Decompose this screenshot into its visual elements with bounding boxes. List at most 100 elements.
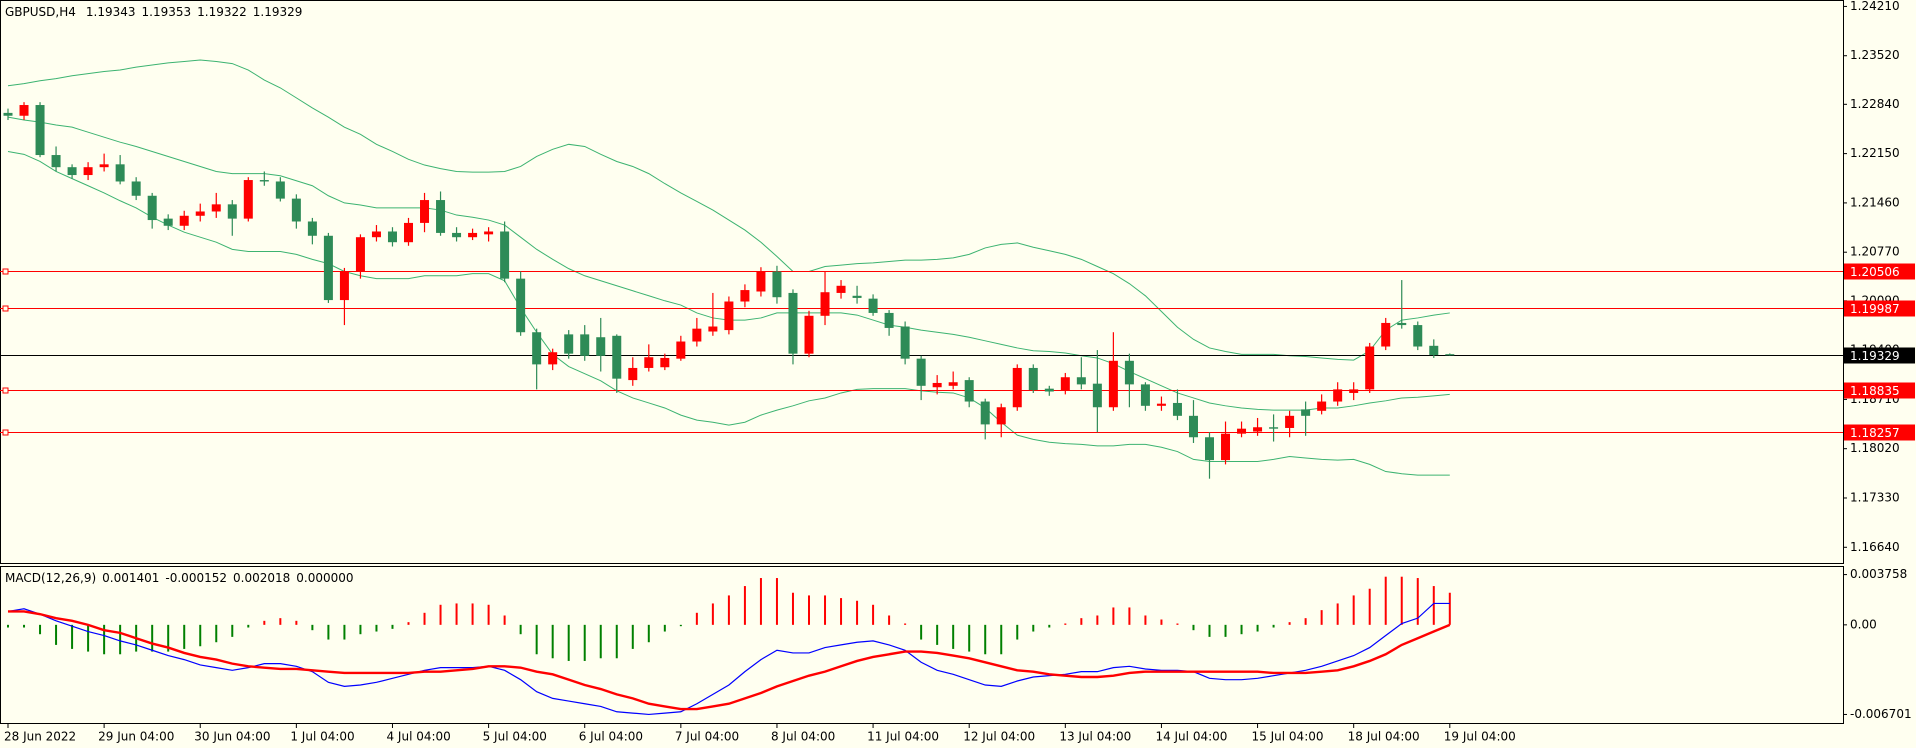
candle-body xyxy=(1172,402,1182,416)
macd-layer xyxy=(7,576,1451,716)
candle-body xyxy=(1205,437,1214,461)
candle-body xyxy=(900,326,910,359)
candle-body xyxy=(852,295,862,298)
candle-body xyxy=(1317,401,1327,411)
candle-body xyxy=(195,211,205,216)
candle-body xyxy=(83,167,93,176)
candle-body xyxy=(323,235,333,301)
candle-body xyxy=(420,200,430,223)
header-close: 1.19329 xyxy=(253,5,303,19)
macd-main-line xyxy=(7,602,1450,716)
y-tick-label: 1.22150 xyxy=(1850,146,1900,160)
candle-body xyxy=(1413,325,1423,347)
x-tick-label: 28 Jun 2022 xyxy=(4,730,76,744)
candle-body xyxy=(1445,354,1455,356)
candle-body xyxy=(1156,403,1166,406)
candle-body xyxy=(259,180,269,182)
candle-body xyxy=(404,222,413,243)
axis-layer: 1.24210 1.23520 1.22840 1.22150 1.21460 1.207… xyxy=(4,0,1915,744)
x-tick-label: 13 Jul 04:00 xyxy=(1059,730,1131,744)
candle-body xyxy=(275,181,285,199)
level-label-box xyxy=(1844,300,1915,317)
candle-body xyxy=(1076,377,1086,385)
candle-body xyxy=(99,164,109,168)
y-tick-label: 1.20770 xyxy=(1850,245,1900,259)
candle-body xyxy=(1060,377,1070,391)
candle-body xyxy=(227,204,237,219)
candle-body xyxy=(692,328,702,342)
candle-body xyxy=(436,200,446,233)
macd-panel xyxy=(0,566,1844,724)
candle-body xyxy=(516,278,526,333)
candle-body xyxy=(948,382,958,386)
main-panel xyxy=(0,0,1844,564)
candle-body xyxy=(1140,384,1150,406)
y-tick-label: 1.24210 xyxy=(1850,0,1900,13)
y-tick-label: 1.17330 xyxy=(1850,490,1900,504)
level-label: 1.20506 xyxy=(1850,265,1900,279)
candle-body xyxy=(644,357,654,368)
macd-value: 0.000000 xyxy=(296,571,353,585)
candle-body xyxy=(51,155,61,168)
x-tick-label: 14 Jul 04:00 xyxy=(1155,730,1227,744)
candle-body xyxy=(1044,388,1054,392)
x-tick-label: 7 Jul 04:00 xyxy=(675,730,739,744)
candle-body xyxy=(35,105,45,156)
candle-body xyxy=(596,337,606,356)
candle-body xyxy=(371,231,381,238)
candle-body xyxy=(1237,428,1247,434)
x-tick-label: 19 Jul 04:00 xyxy=(1444,730,1516,744)
level-anchor xyxy=(2,429,9,436)
candle-body xyxy=(211,204,221,212)
candle-body xyxy=(1269,427,1279,429)
candle-body xyxy=(996,407,1006,425)
candle-body xyxy=(387,231,397,243)
header-high: 1.19353 xyxy=(142,5,192,19)
candle-body xyxy=(1108,360,1118,408)
candle-body xyxy=(452,232,462,238)
candle-body xyxy=(3,112,13,116)
candle-body xyxy=(612,335,622,379)
macd-title: MACD(12,26,9) xyxy=(5,571,96,585)
candle-body xyxy=(1028,367,1038,391)
x-tick-label: 15 Jul 04:00 xyxy=(1252,730,1324,744)
x-tick-label: 1 Jul 04:00 xyxy=(290,730,354,744)
y-tick-label: -0.006701 xyxy=(1850,707,1912,721)
candle-body xyxy=(1333,389,1343,402)
level-label-box xyxy=(1844,382,1915,399)
candle-body xyxy=(884,312,894,328)
candle-body xyxy=(307,221,317,236)
band-upper xyxy=(7,59,1450,361)
candle-body xyxy=(468,232,478,238)
level-anchor xyxy=(2,268,9,275)
header-open: 1.19343 xyxy=(86,5,136,19)
current-price-label: 1.19329 xyxy=(1850,349,1900,363)
candle-body xyxy=(500,231,510,279)
candle-body xyxy=(1365,346,1375,390)
candle-body xyxy=(580,334,590,356)
candle-body xyxy=(548,352,558,365)
y-tick-label: 1.21460 xyxy=(1850,195,1900,209)
candle-body xyxy=(532,332,542,365)
x-tick-label: 5 Jul 04:00 xyxy=(483,730,547,744)
candle-body xyxy=(19,105,29,116)
x-tick-label: 11 Jul 04:00 xyxy=(867,730,939,744)
x-tick-label: 29 Jun 04:00 xyxy=(98,730,174,744)
candle-body xyxy=(243,180,253,219)
candle-body xyxy=(1188,415,1198,438)
candle-body xyxy=(1349,389,1359,393)
y-tick-label: 1.23520 xyxy=(1850,48,1900,62)
candle-body xyxy=(788,292,798,354)
y-tick-label: 1.18020 xyxy=(1850,441,1900,455)
candle-body xyxy=(628,367,638,381)
candle-body xyxy=(179,215,189,226)
y-tick-label: 1.22840 xyxy=(1850,97,1900,111)
main-layer xyxy=(0,59,1843,479)
x-tick-label: 12 Jul 04:00 xyxy=(963,730,1035,744)
candle-body xyxy=(1397,322,1407,326)
candle-body xyxy=(820,292,830,316)
candle-body xyxy=(1285,415,1295,428)
macd-signal-line xyxy=(8,610,1451,711)
